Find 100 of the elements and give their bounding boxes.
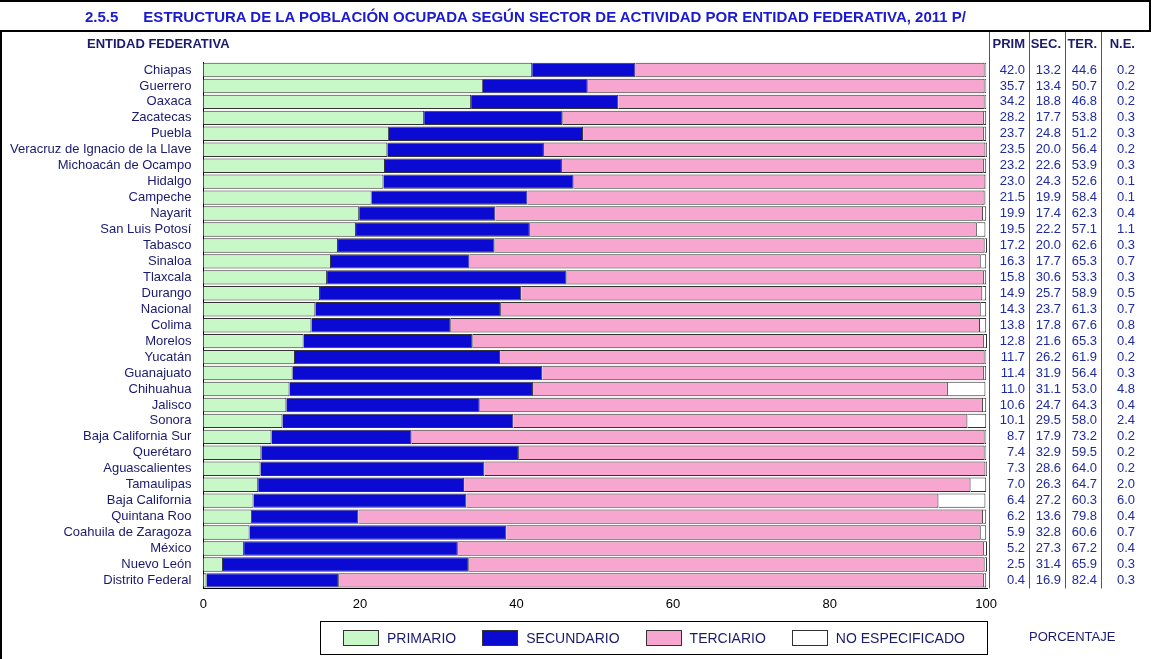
x-axis-title: PORCENTAJE xyxy=(1029,628,1116,644)
data-label: 17.8 xyxy=(1035,316,1061,332)
data-label: 0.2 xyxy=(1116,428,1135,444)
data-label: 11.4 xyxy=(1000,364,1025,380)
data-label: 53.8 xyxy=(1071,109,1097,125)
data-label: 4.8 xyxy=(1116,380,1135,396)
legend-label: PRIMARIO xyxy=(387,630,457,646)
text: TER. xyxy=(1067,35,1097,51)
data-label: 7.4 xyxy=(1006,444,1025,460)
data-label: 13.4 xyxy=(1035,77,1061,93)
y-tick-label: Guerrero xyxy=(139,77,192,93)
y-tick-label: Nayarit xyxy=(150,205,192,221)
y-tick-label: Nacional xyxy=(140,300,192,316)
data-label: 0.4 xyxy=(1006,572,1025,587)
y-tick-label: Sinaloa xyxy=(148,252,193,268)
legend-label: SECUNDARIO xyxy=(526,630,620,646)
x-tick-label: 80 xyxy=(822,595,837,611)
y-tick-label: Zacatecas xyxy=(131,109,192,125)
data-label: 0.4 xyxy=(1116,540,1135,556)
data-label: 0.7 xyxy=(1116,252,1135,268)
data-label: 0.4 xyxy=(1116,205,1135,221)
data-label: 23.2 xyxy=(999,157,1025,173)
data-label: 0.1 xyxy=(1116,189,1135,205)
y-tick-label: Puebla xyxy=(150,125,193,141)
data-label: 0.4 xyxy=(1116,508,1135,524)
y-tick-label: Veracruz de Ignacio de la Llave xyxy=(9,141,192,157)
y-tick-label: Campeche xyxy=(128,189,192,205)
data-label: 23.7 xyxy=(999,125,1025,141)
data-label: 0.3 xyxy=(1116,125,1135,141)
data-label: 52.6 xyxy=(1071,173,1097,189)
data-label: 19.5 xyxy=(999,221,1025,237)
data-label: 34.2 xyxy=(999,93,1025,109)
legend-label: TERCIARIO xyxy=(689,630,766,646)
y-tick-label: Coahuila de Zaragoza xyxy=(63,524,193,540)
data-label: 8.7 xyxy=(1006,428,1025,444)
data-label: 0.3 xyxy=(1116,364,1135,380)
data-label: 26.3 xyxy=(1035,476,1061,492)
y-tick-label: Tamaulipas xyxy=(125,476,192,492)
data-label: 16.3 xyxy=(999,252,1025,268)
data-label: 2.4 xyxy=(1116,412,1135,428)
data-label: 15.8 xyxy=(999,268,1025,284)
data-label: 13.8 xyxy=(999,316,1025,332)
data-label: 32.8 xyxy=(1035,524,1061,540)
data-label: 64.0 xyxy=(1071,460,1097,476)
data-label: 11.7 xyxy=(1000,348,1025,364)
y-tick-label: Distrito Federal xyxy=(103,572,192,587)
y-tick-label: Jalisco xyxy=(151,396,192,412)
data-label: 0.3 xyxy=(1116,237,1135,253)
data-label: 11.0 xyxy=(1000,380,1025,396)
data-label: 61.9 xyxy=(1071,348,1097,364)
data-label: 12.8 xyxy=(999,332,1025,348)
data-label: 14.3 xyxy=(999,300,1025,316)
data-label: 6.4 xyxy=(1006,492,1025,508)
data-label: 10.6 xyxy=(999,396,1025,412)
y-tick-label: Durango xyxy=(141,284,192,300)
data-label: 0.2 xyxy=(1116,444,1135,460)
y-tick-label: Morelos xyxy=(145,332,192,348)
data-label: 0.5 xyxy=(1116,284,1135,300)
data-label: 0.2 xyxy=(1116,77,1135,93)
data-label: 19.9 xyxy=(999,205,1025,221)
data-label: 56.4 xyxy=(1071,364,1097,380)
data-label: 23.7 xyxy=(1035,300,1061,316)
data-label: 31.1 xyxy=(1035,380,1061,396)
data-label: 0.2 xyxy=(1116,348,1135,364)
y-tick-label: México xyxy=(150,540,192,556)
data-label: 58.4 xyxy=(1071,189,1097,205)
data-label: 35.7 xyxy=(999,77,1025,93)
y-tick-label: Oaxaca xyxy=(146,93,193,109)
data-label: 24.3 xyxy=(1035,173,1061,189)
y-tick-label: Michoacán de Ocampo xyxy=(57,157,192,173)
data-label: 0.3 xyxy=(1116,268,1135,284)
data-label: 17.4 xyxy=(1035,205,1061,221)
data-label: 0.2 xyxy=(1116,93,1135,109)
y-tick-label: Colima xyxy=(150,316,193,332)
data-label: 0.3 xyxy=(1116,109,1135,125)
y-tick-label: Querétaro xyxy=(132,444,192,460)
data-label: 17.9 xyxy=(1035,428,1061,444)
data-label: 29.5 xyxy=(1035,412,1061,428)
y-tick-label: Chihuahua xyxy=(128,380,193,396)
data-label: 59.5 xyxy=(1071,444,1097,460)
legend-label: NO ESPECIFICADO xyxy=(835,630,965,646)
data-label: 22.6 xyxy=(1035,157,1061,173)
data-label: 27.3 xyxy=(1035,540,1061,556)
y-tick-label: Tlaxcala xyxy=(142,268,193,284)
y-tick-label: Aguascalientes xyxy=(103,460,192,476)
y-tick-label: Hidalgo xyxy=(147,173,192,189)
data-label: 0.8 xyxy=(1116,316,1135,332)
data-label: 58.9 xyxy=(1071,284,1097,300)
data-label: 60.3 xyxy=(1071,492,1097,508)
data-label: 22.2 xyxy=(1035,221,1061,237)
data-label: 62.3 xyxy=(1071,205,1097,221)
data-label: 51.2 xyxy=(1071,125,1097,141)
data-label: 23.0 xyxy=(999,173,1025,189)
data-label: 82.4 xyxy=(1071,572,1097,587)
data-label: 67.6 xyxy=(1071,316,1097,332)
data-label: 58.0 xyxy=(1071,412,1097,428)
data-label: 28.6 xyxy=(1035,460,1061,476)
data-label: 28.2 xyxy=(999,109,1025,125)
data-label: 0.3 xyxy=(1116,572,1135,587)
y-tick-label: Baja California xyxy=(106,492,193,508)
